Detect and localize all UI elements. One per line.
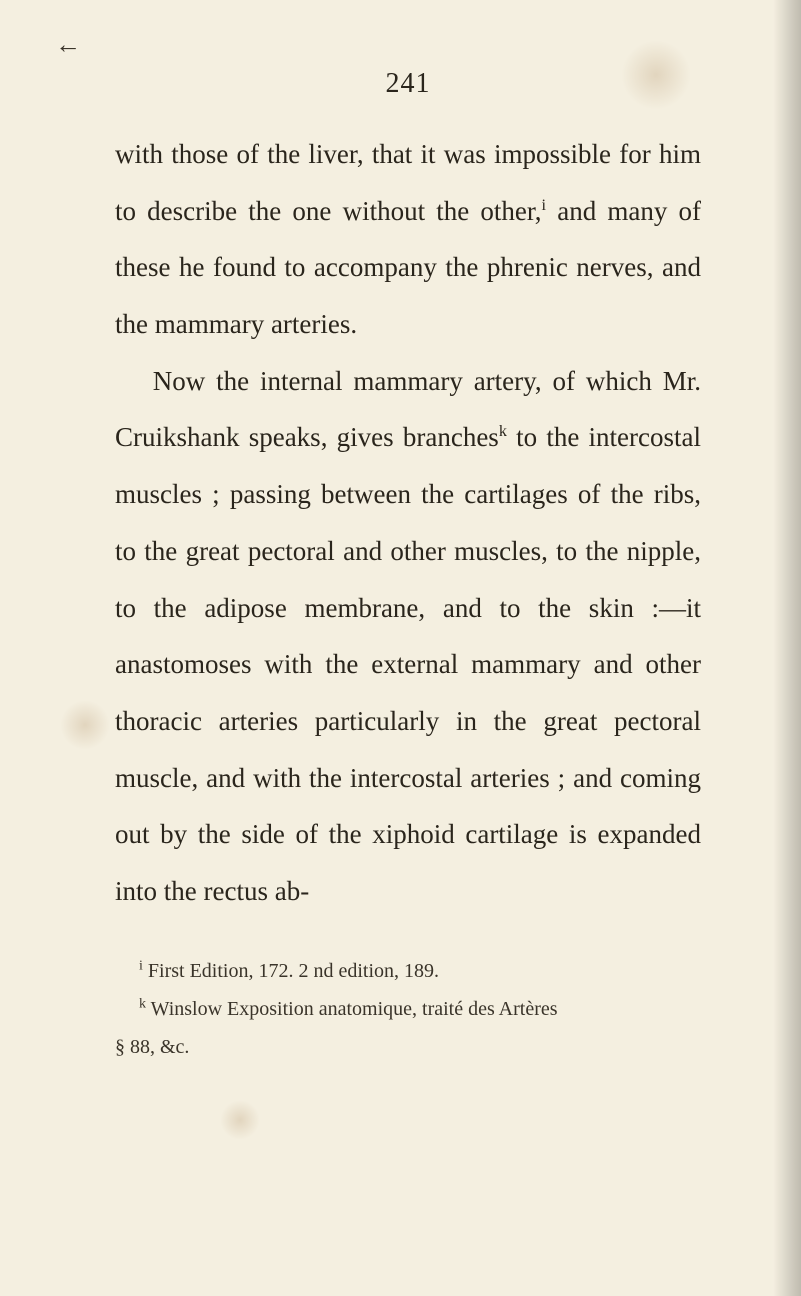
top-corner-mark: ←: [55, 30, 701, 60]
body-text: with those of the liver, that it was imp…: [115, 126, 701, 920]
page: ← 241 with those of the liver, that it w…: [0, 0, 801, 1296]
footnote-continuation: § 88, &c.: [115, 1030, 701, 1064]
footnotes: i First Edition, 172. 2 nd edition, 189.…: [115, 954, 701, 1064]
footnote-k: k Winslow Exposition anatomique, traité …: [115, 992, 701, 1026]
foxing-spot: [60, 700, 110, 750]
footnote-text: § 88, &c.: [115, 1030, 189, 1064]
paragraph-2: Now the internal mammary artery, of whic…: [115, 353, 701, 920]
foxing-spot: [220, 1100, 260, 1140]
footnote-i: i First Edition, 172. 2 nd edition, 189.: [115, 954, 701, 988]
paragraph-1: with those of the liver, that it was imp…: [115, 126, 701, 353]
footnote-text: Winslow Exposition anatomique, traité de…: [146, 998, 558, 1020]
footnote-ref-k: k: [499, 422, 507, 440]
footnote-mark: k: [139, 996, 146, 1011]
footnote-text: First Edition, 172. 2 nd edition, 189.: [143, 960, 439, 982]
page-number: 241: [115, 68, 701, 100]
paragraph-tail: to the intercostal muscles ; pass­ing be…: [115, 422, 701, 906]
